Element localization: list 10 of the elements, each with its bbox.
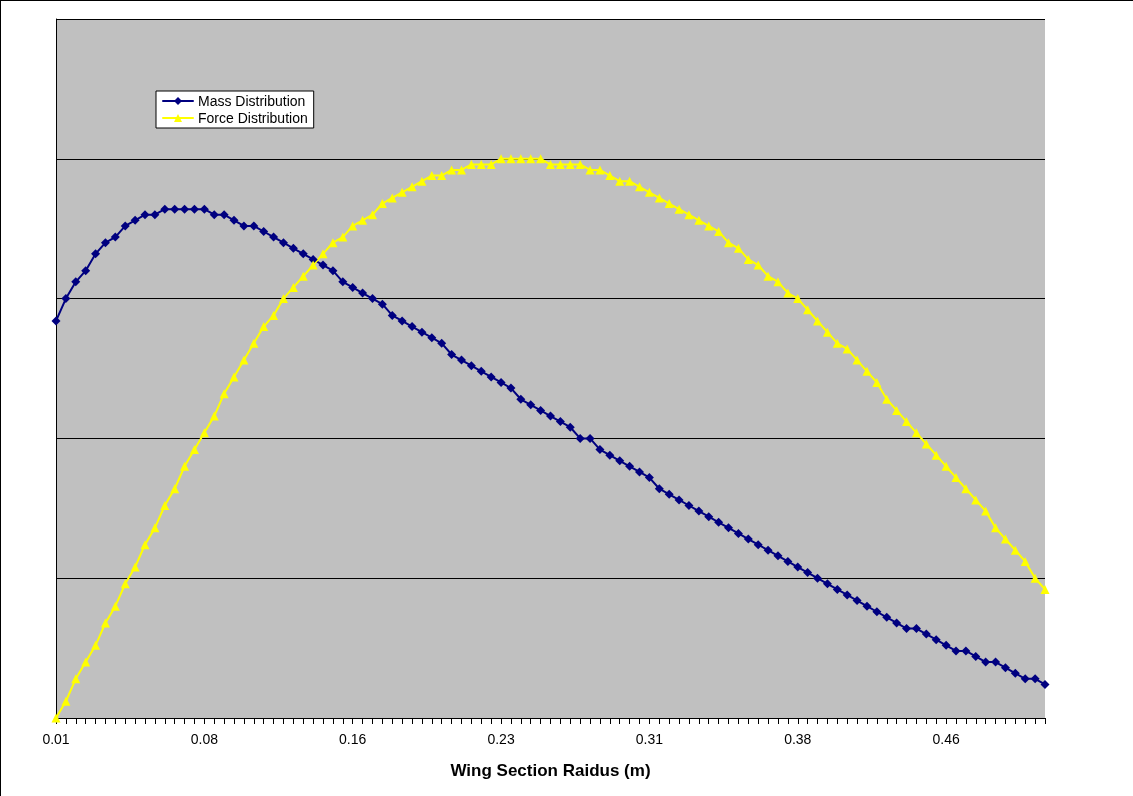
x-tick-label: 0.08 [190,731,219,747]
x-tick-label: 0.38 [784,731,812,747]
x-axis-title: Wing Section Raidus (m) [450,761,651,780]
x-tick-label: 0.01 [42,731,70,747]
legend-label: Mass Distribution [198,93,306,109]
legend-label: Force Distribution [198,110,308,126]
x-tick-label: 0.46 [932,731,960,747]
x-tick-label: 0.23 [487,731,515,747]
x-tick-label: 0.31 [635,731,664,747]
x-tick-label: 0.16 [339,731,367,747]
